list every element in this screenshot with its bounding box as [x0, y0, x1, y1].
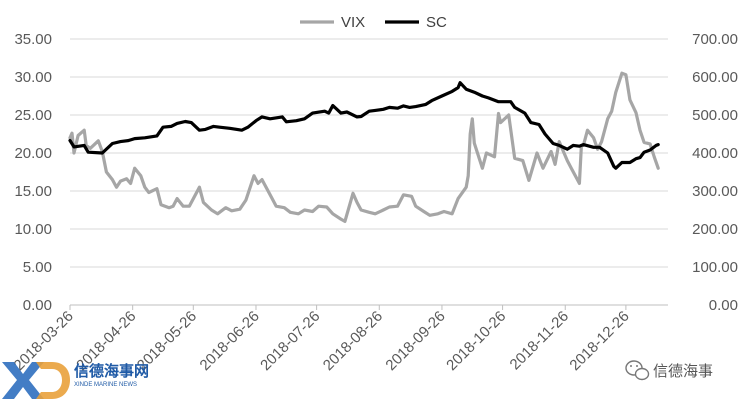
series-layer: [68, 71, 660, 223]
legend-label-sc: SC: [426, 14, 447, 31]
y-left-tick-label: 15.00: [14, 183, 52, 200]
y-right-tick-label: 200.00: [692, 221, 738, 238]
y-right-tick-label: 0.00: [709, 297, 738, 314]
y-left-tick-label: 5.00: [23, 259, 52, 276]
wechat-icon: [625, 360, 650, 381]
series-line-sc: [68, 81, 660, 170]
y-right-tick-label: 600.00: [692, 69, 738, 86]
y-left-tick-label: 30.00: [14, 69, 52, 86]
y-axis-left: 0.00 5.00 10.00 15.00 20.00 25.00 30.00 35.00: [14, 31, 52, 314]
y-axis-right: 0.00 100.00 200.00 300.00 400.00 500.00 600.00…: [692, 31, 738, 314]
xinde-logo: 信德海事网 XINDE MARINE NEWS: [2, 362, 149, 399]
x-tick-label: 2018-12-26: [566, 308, 632, 374]
legend: VIX SC: [300, 14, 447, 31]
series-line-vix: [68, 71, 660, 223]
y-right-tick-label: 100.00: [692, 259, 738, 276]
x-tick-label: 2018-06-26: [197, 308, 263, 374]
wechat-watermark: 信德海事: [625, 360, 713, 381]
x-tick-label: 2018-08-26: [320, 308, 386, 374]
x-tick-label: 2018-11-26: [507, 308, 572, 373]
watermark-text: 信德海事: [653, 362, 713, 380]
x-tick-label: 2018-10-26: [443, 308, 509, 374]
logo-english-text: XINDE MARINE NEWS: [74, 382, 137, 388]
logo-chinese-text: 信德海事网: [74, 362, 149, 380]
legend-label-vix: VIX: [341, 14, 365, 31]
y-left-tick-label: 35.00: [14, 31, 52, 48]
gridlines: [70, 38, 668, 306]
y-right-tick-label: 400.00: [692, 145, 738, 162]
x-tick-label: 2018-09-26: [382, 308, 448, 374]
y-left-tick-label: 25.00: [14, 107, 52, 124]
y-left-tick-label: 10.00: [14, 221, 52, 238]
x-tick-label: 2018-07-26: [257, 308, 323, 374]
y-right-tick-label: 300.00: [692, 183, 738, 200]
y-left-tick-label: 20.00: [14, 145, 52, 162]
y-right-tick-label: 500.00: [692, 107, 738, 124]
y-right-tick-label: 700.00: [692, 31, 738, 48]
y-left-tick-label: 0.00: [23, 297, 52, 314]
